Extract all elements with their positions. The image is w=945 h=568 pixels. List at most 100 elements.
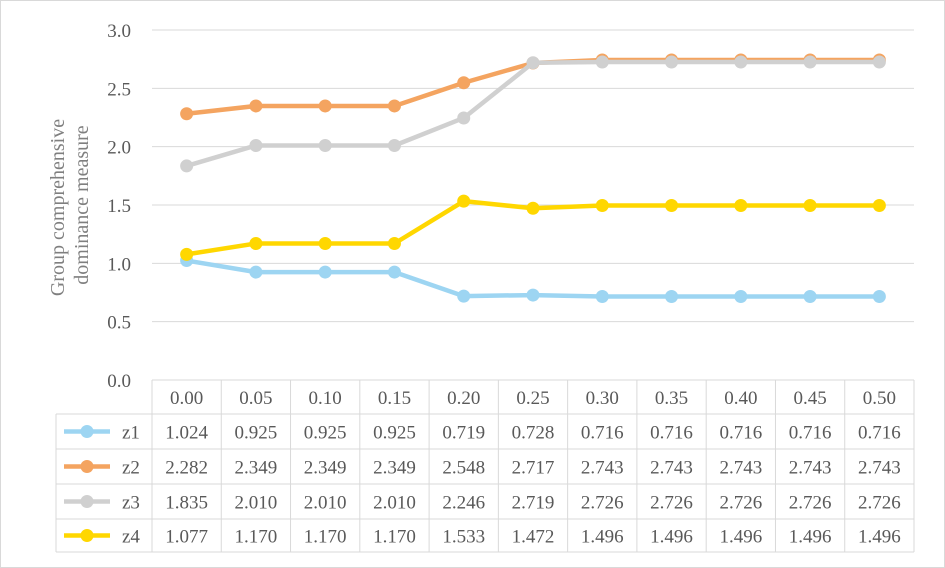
data-point-z3: [387, 139, 401, 152]
category-label: 0.45: [793, 388, 826, 409]
table-cell-z3: 2.246: [442, 493, 485, 514]
table-cell-z4: 1.496: [719, 527, 762, 548]
table-cell-z3: 2.726: [719, 493, 762, 514]
data-point-z3: [457, 111, 471, 125]
category-label: 0.10: [309, 388, 342, 409]
legend-key-marker-z3: [80, 495, 94, 508]
y-tick-label: 0.0: [107, 371, 131, 392]
legend-label-z1: z1: [122, 423, 140, 444]
table-cell-z1: 0.716: [858, 423, 901, 444]
legend-key-marker-z2: [80, 460, 94, 473]
data-point-z3: [734, 55, 748, 69]
table-cell-z3: 2.726: [789, 493, 832, 514]
legend-label-z2: z2: [122, 458, 140, 479]
table-cell-z2: 2.282: [165, 458, 208, 479]
data-point-z1: [457, 289, 471, 303]
category-label: 0.50: [863, 388, 896, 409]
data-point-z2: [249, 99, 263, 113]
data-point-z2: [318, 99, 332, 113]
table-cell-z4: 1.472: [512, 527, 555, 548]
category-label: 0.00: [170, 388, 203, 409]
y-axis-label-line-1: Group comprehensive: [47, 119, 69, 296]
y-axis-ticks: 0.0 0.5 1.0 1.5 2.0 2.5 3.0: [107, 21, 131, 392]
gridlines: [152, 29, 914, 323]
category-label: 0.35: [655, 388, 688, 409]
table-cell-z4: 1.077: [165, 527, 208, 548]
table-cell-z4: 1.496: [858, 527, 901, 548]
series-lines: [180, 53, 886, 303]
data-point-z3: [318, 139, 332, 152]
y-tick-label: 2.0: [107, 138, 131, 159]
table-cell-z3: 2.010: [235, 493, 278, 514]
y-tick-label: 1.0: [107, 254, 131, 275]
data-point-z1: [318, 265, 332, 279]
table-cell-z3: 2.719: [512, 493, 555, 514]
data-point-z4: [595, 198, 609, 212]
y-tick-label: 3.0: [107, 21, 131, 42]
category-label: 0.40: [724, 388, 757, 409]
table-cell-z4: 1.170: [235, 527, 278, 548]
data-point-z4: [665, 198, 679, 212]
data-point-z4: [318, 237, 332, 250]
table-cell-z3: 2.726: [581, 493, 624, 514]
table-cell-z4: 1.533: [442, 527, 485, 548]
table-cell-z1: 0.716: [719, 423, 762, 444]
data-point-z1: [665, 289, 679, 303]
table-cell-z2: 2.743: [650, 458, 693, 479]
y-axis-label-line-2: dominance measure: [71, 125, 93, 284]
table-cell-z2: 2.743: [789, 458, 832, 479]
table-cell-z3: 2.010: [304, 493, 347, 514]
data-point-z2: [180, 107, 194, 121]
data-point-z1: [803, 289, 817, 303]
table-cell-z2: 2.349: [373, 458, 416, 479]
table-cell-z1: 0.925: [304, 423, 347, 444]
legend-key-marker-z1: [80, 425, 94, 438]
table-cell-z2: 2.743: [581, 458, 624, 479]
table-cell-z1: 0.925: [235, 423, 278, 444]
table-cell-z3: 2.726: [650, 493, 693, 514]
table-cell-z1: 0.719: [442, 423, 485, 444]
data-point-z1: [595, 289, 609, 303]
table-cell-z4: 1.170: [373, 527, 416, 548]
table-cell-z4: 1.496: [789, 527, 832, 548]
table-cell-z2: 2.743: [858, 458, 901, 479]
data-point-z2: [457, 76, 471, 90]
data-point-z1: [734, 289, 748, 303]
table-cell-z2: 2.717: [512, 458, 555, 479]
table-cell-z2: 2.743: [719, 458, 762, 479]
data-point-z4: [387, 237, 401, 250]
data-table: 0.00 0.05 0.10 0.15 0.20 0.25 0.30 0.35 0.40 0.45…: [55, 379, 915, 553]
data-point-z3: [180, 159, 194, 173]
table-cell-z1: 0.728: [512, 423, 555, 444]
data-point-z1: [526, 288, 540, 302]
category-label: 0.25: [516, 388, 549, 409]
data-point-z4: [734, 198, 748, 212]
data-point-z4: [872, 198, 886, 212]
legend-label-z3: z3: [122, 493, 140, 514]
data-point-z3: [872, 55, 886, 69]
data-point-z3: [665, 55, 679, 69]
category-label: 0.05: [239, 388, 272, 409]
data-point-z4: [526, 201, 540, 215]
data-point-z4: [803, 198, 817, 212]
y-axis-label: Group comprehensive dominance measure: [47, 114, 93, 296]
table-cell-z3: 1.835: [165, 493, 208, 514]
data-point-z4: [457, 194, 471, 208]
category-label: 0.30: [586, 388, 619, 409]
data-point-z3: [526, 56, 540, 70]
category-label: 0.20: [447, 388, 480, 409]
y-tick-label: 1.5: [107, 196, 131, 217]
data-point-z1: [387, 265, 401, 279]
y-tick-label: 0.5: [107, 313, 131, 334]
table-cell-z2: 2.548: [442, 458, 485, 479]
data-point-z3: [803, 55, 817, 69]
category-label: 0.15: [378, 388, 411, 409]
table-cell-z1: 1.024: [165, 423, 208, 444]
table-cell-z2: 2.349: [235, 458, 278, 479]
table-cell-z1: 0.716: [650, 423, 693, 444]
y-tick-label: 2.5: [107, 79, 131, 100]
data-point-z3: [595, 55, 609, 69]
table-cell-z1: 0.925: [373, 423, 416, 444]
